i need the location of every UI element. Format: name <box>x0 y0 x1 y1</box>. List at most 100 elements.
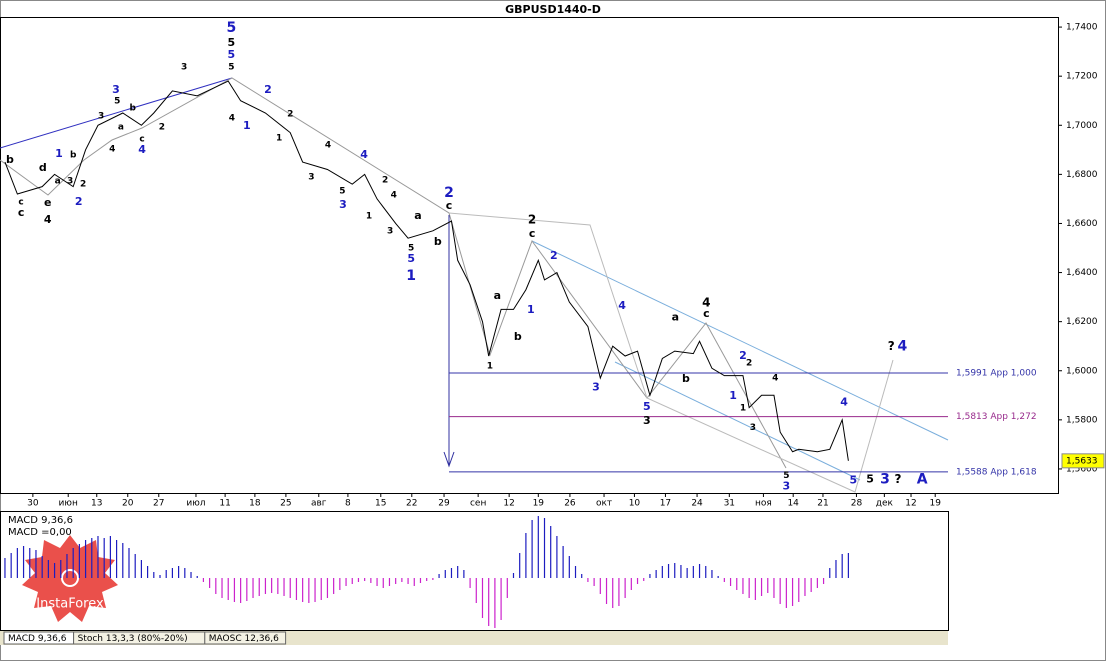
x-tick-label: сен <box>470 499 486 509</box>
wave-label: a <box>55 176 61 186</box>
wave-label: 4 <box>618 299 626 312</box>
wave-label: 1 <box>276 134 282 144</box>
logo-text: InstaForex <box>36 597 104 612</box>
wave-path <box>0 77 787 469</box>
wave-label: a <box>118 122 124 132</box>
wave-label: 2 <box>287 109 293 119</box>
wave-label: b <box>6 153 14 166</box>
wave-label: 5 <box>227 36 235 49</box>
wave-label: 1 <box>366 211 372 221</box>
x-tick-label: дек <box>876 499 894 509</box>
wave-label: c <box>18 197 23 207</box>
x-tick-label: 14 <box>787 499 799 509</box>
wave-label: 4 <box>391 190 397 200</box>
wave-label: 1 <box>527 303 535 316</box>
indicator-tab[interactable] <box>204 631 287 645</box>
wave-label: a <box>414 209 421 222</box>
y-tick-label: 1,6200 <box>1066 317 1098 327</box>
x-tick-label: 19 <box>929 499 941 509</box>
wave-label: 4 <box>109 145 115 155</box>
wave-label: d <box>39 161 47 174</box>
wave-label: 4 <box>229 113 235 123</box>
wave-label: 2 <box>746 358 752 368</box>
x-tick-label: 15 <box>375 499 386 509</box>
price-line <box>4 80 849 461</box>
channel-line <box>531 240 949 441</box>
wave-label: 4 <box>325 140 331 150</box>
wave-label: 3 <box>643 414 651 427</box>
x-tick-label: 29 <box>438 499 450 509</box>
x-tick-label: 20 <box>122 499 134 509</box>
x-tick-label: 27 <box>153 499 164 509</box>
x-tick-label: 17 <box>660 499 671 509</box>
indicator-tab-label[interactable]: MACD 9,36,6 <box>8 634 67 644</box>
wave-label: 4 <box>772 373 778 383</box>
wave-label: 1 <box>406 268 416 284</box>
wave-label: 4 <box>897 339 907 355</box>
x-tick-label: 28 <box>851 499 863 509</box>
wave-label: 2 <box>75 195 83 208</box>
trend-line <box>0 77 233 149</box>
y-tick-label: 1,7200 <box>1066 72 1098 82</box>
wave-label: 4 <box>360 148 368 161</box>
indicator-tab-label[interactable]: Stoch 13,3,3 (80%-20%) <box>78 634 188 644</box>
wave-label: b <box>129 104 136 114</box>
price-panel <box>0 17 1059 494</box>
wave-label: A <box>917 472 928 488</box>
x-tick-label: 25 <box>280 499 291 509</box>
wave-label: 5 <box>114 96 120 106</box>
wave-label: 3 <box>98 111 104 121</box>
x-tick-label: ноя <box>755 499 772 509</box>
y-tick-label: 1,5800 <box>1066 415 1098 425</box>
x-tick-label: июл <box>186 499 205 509</box>
wave-label: c <box>703 307 710 320</box>
wave-label: 5 <box>643 400 651 413</box>
logo-icon <box>61 569 79 587</box>
wave-label: 4 <box>840 396 848 409</box>
wave-label: 3 <box>750 423 756 433</box>
logo: InstaForex <box>22 535 118 622</box>
y-tick-label: 1,7000 <box>1066 121 1098 131</box>
wave-label: c <box>446 199 453 212</box>
wave-label: 4 <box>138 143 146 156</box>
macd-title: MACD 9,36,6 <box>8 515 73 526</box>
wave-label: c <box>18 206 25 219</box>
macd-panel <box>0 511 949 631</box>
indicator-tab-label[interactable]: MAOSC 12,36,6 <box>209 634 279 644</box>
wave-label: 2 <box>550 249 558 262</box>
channel-line <box>614 361 861 481</box>
x-tick-label: 8 <box>345 499 351 509</box>
x-tick-label: 18 <box>249 499 261 509</box>
wave-label: 2 <box>80 179 86 189</box>
wave-label: 2 <box>739 349 747 362</box>
wave-label: 2 <box>528 213 536 227</box>
x-tick-label: 12 <box>503 499 514 509</box>
wave-label: 3 <box>880 472 890 488</box>
wave-label: b <box>514 330 522 343</box>
wave-label: 5 <box>339 186 345 196</box>
wave-label: 5 <box>228 63 234 73</box>
wave-label: b <box>70 150 77 160</box>
wave-label: 2 <box>264 83 272 96</box>
x-tick-label: июн <box>59 499 78 509</box>
x-tick-label: 13 <box>91 499 102 509</box>
x-tick-label: 24 <box>691 499 703 509</box>
y-tick-label: 1,6600 <box>1066 219 1098 229</box>
x-tick-label: 10 <box>629 499 641 509</box>
wave-label: 1 <box>487 361 493 371</box>
chart-title: GBPUSD1440-D <box>505 3 601 16</box>
wave-label: 3 <box>783 480 791 493</box>
wave-label: 5 <box>226 20 236 36</box>
arrow-head <box>443 451 455 468</box>
y-tick-label: 1,6800 <box>1066 170 1098 180</box>
wave-label: c <box>139 135 144 145</box>
y-tick-label: 1,6400 <box>1066 268 1098 278</box>
wave-label: 2 <box>444 185 454 201</box>
wave-label: 5 <box>866 473 874 486</box>
x-tick-label: 30 <box>27 499 39 509</box>
wave-label: 1 <box>55 147 63 160</box>
wave-label: 4 <box>44 213 52 226</box>
y-tick-label: 1,7400 <box>1066 23 1098 33</box>
